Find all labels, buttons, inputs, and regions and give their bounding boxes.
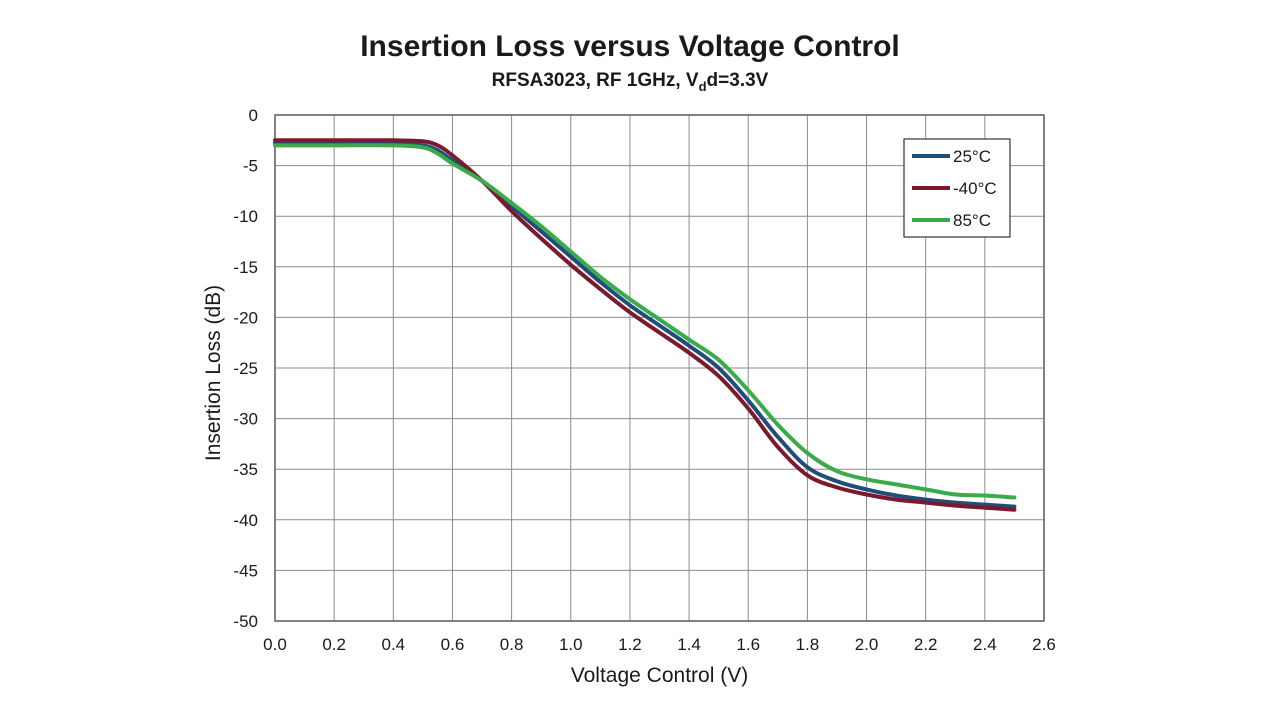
x-tick-label: 2.4 — [973, 635, 997, 654]
y-tick-label: -50 — [233, 612, 258, 631]
plot-area-frame — [274, 114, 1045, 622]
chart-subtitle: RFSA3023, RF 1GHz, Vdd=3.3V — [0, 70, 1260, 94]
subtitle-suffix: d=3.3V — [706, 70, 769, 91]
x-tick-label: 2.0 — [855, 635, 879, 654]
y-tick-label: -10 — [233, 207, 258, 226]
y-tick-label: 0 — [249, 106, 258, 125]
y-axis-title: Insertion Loss (dB) — [202, 285, 225, 461]
x-tick-label: 1.2 — [618, 635, 642, 654]
y-tick-label: -40 — [233, 511, 258, 530]
y-tick-label: -5 — [243, 157, 258, 176]
x-tick-label: 1.0 — [559, 635, 583, 654]
series-lines — [273, 138, 1017, 512]
x-tick-label: 2.2 — [914, 635, 938, 654]
x-tick-label: 0.6 — [441, 635, 465, 654]
y-tick-label: -20 — [233, 308, 258, 327]
x-tick-label: 2.6 — [1032, 635, 1056, 654]
y-tick-label: -25 — [233, 359, 258, 378]
legend-label-2: 85°C — [953, 211, 991, 230]
subtitle-prefix: RFSA3023, RF 1GHz, V — [491, 70, 699, 91]
series-line-2 — [273, 143, 1017, 500]
x-tick-label: 0.2 — [322, 635, 346, 654]
x-tick-label: 0.4 — [381, 635, 405, 654]
subtitle-subscript: d — [698, 78, 707, 94]
x-axis-title: Voltage Control (V) — [571, 664, 748, 687]
series-line-1 — [273, 138, 1017, 512]
series-line-0 — [273, 141, 1017, 509]
x-tick-label: 1.8 — [796, 635, 820, 654]
y-tick-label: -30 — [233, 410, 258, 429]
y-tick-label: -45 — [233, 561, 258, 580]
x-tick-label: 1.6 — [736, 635, 760, 654]
y-axis-ticks: 0 -5 -10 -15 -20 -25 -30 -35 -40 -45 -50 — [233, 106, 258, 631]
y-tick-label: -15 — [233, 258, 258, 277]
legend: 25°C -40°C 85°C — [903, 138, 1011, 238]
chart-title: Insertion Loss versus Voltage Control — [360, 30, 900, 63]
x-tick-label: 0.0 — [263, 635, 287, 654]
x-tick-label: 1.4 — [677, 635, 701, 654]
x-axis-ticks: 0.0 0.2 0.4 0.6 0.8 1.0 1.2 1.4 1.6 1.8 2.0 2.2 2.4 2… — [263, 635, 1056, 654]
legend-label-1: -40°C — [953, 179, 997, 198]
grid — [274, 114, 1045, 622]
x-tick-label: 0.8 — [500, 635, 524, 654]
y-tick-label: -35 — [233, 460, 258, 479]
legend-label-0: 25°C — [953, 147, 991, 166]
